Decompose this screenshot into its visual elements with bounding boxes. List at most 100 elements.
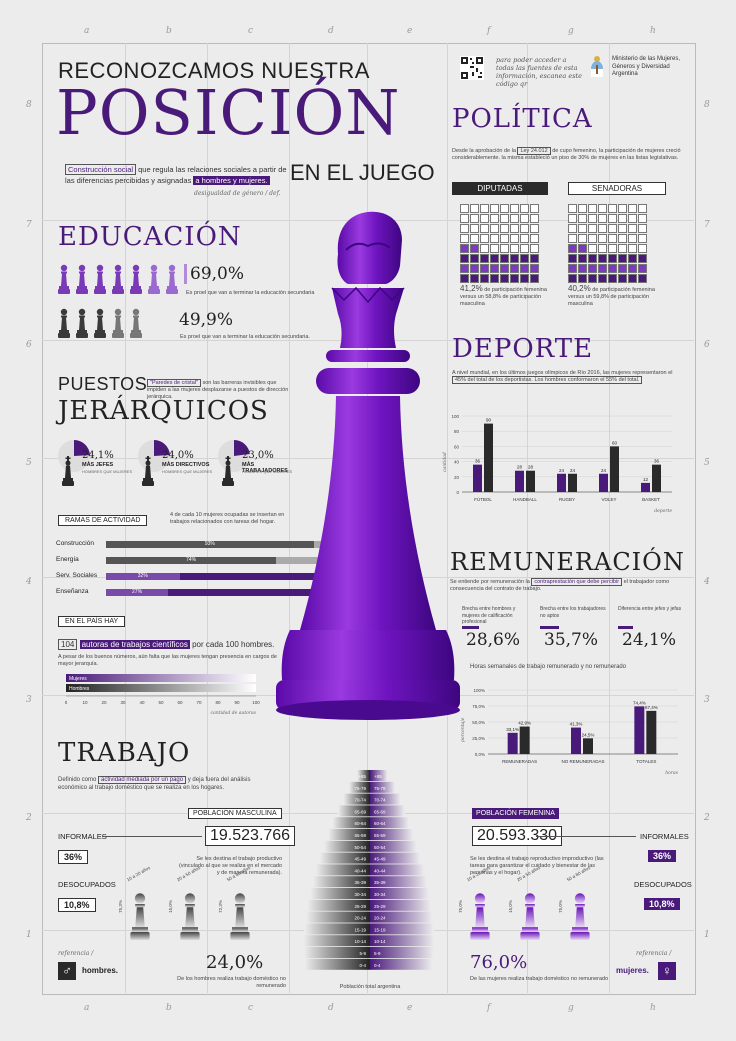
masc-desocupados-pct: 10,8%	[58, 898, 96, 912]
diputadas-label: DIPUTADAS	[452, 182, 548, 195]
grid-row-label: 5	[704, 458, 710, 468]
grid-line	[289, 43, 290, 993]
seat-cell	[490, 274, 499, 283]
pyramid-men-bar	[312, 876, 370, 888]
seat-cell	[638, 264, 647, 273]
seat-cell	[568, 244, 577, 253]
grid-column-label: d	[328, 26, 334, 36]
pais-text: 104 autoras de trabajos científicos por …	[58, 639, 274, 650]
grid-column-label: b	[166, 1003, 172, 1013]
seat-cell	[578, 254, 587, 263]
pais-tick: 90	[234, 700, 240, 705]
pais-bar-label: Mujeres	[69, 676, 87, 682]
diputadas-pct: 41,2%	[460, 284, 483, 293]
seat-cell	[578, 234, 587, 243]
fem-desc: Se les destina el trabajo reproductivo i…	[470, 856, 604, 876]
remuneracion-chart-title: Horas semanales de trabajo remunerado y …	[470, 664, 627, 670]
rem-bar-label: 42,9%	[518, 721, 531, 726]
pawn-woman-icon	[148, 264, 160, 299]
seat-cell	[480, 274, 489, 283]
seat-cell	[588, 274, 597, 283]
pawn-icon	[568, 892, 592, 945]
politica-text: Desde la aprobación de la Ley 24.012 de …	[452, 147, 682, 162]
grid-row-label: 1	[26, 930, 32, 940]
seat-cell	[568, 274, 577, 283]
definition-highlight: Construcción social	[65, 164, 137, 175]
ministry-country: Argentina	[612, 71, 638, 77]
pyramid-women-bar	[370, 876, 428, 888]
pyramid-age-label: 10-14	[354, 939, 366, 944]
coat-of-arms-icon	[590, 54, 604, 78]
rem-tick: 50,0%	[472, 720, 485, 725]
pawn-icon	[518, 892, 542, 945]
rem-stat-text: Brecha entre hombres y mujeres de califi…	[462, 606, 516, 625]
qr-code-icon[interactable]	[460, 56, 484, 80]
deporte-bar	[515, 470, 524, 492]
deporte-tick: 20	[454, 475, 460, 480]
puestos-pct: 24,1%	[82, 450, 114, 461]
pawn-pct-label: 75,0%	[557, 900, 563, 913]
pyramid-women-bar	[370, 923, 435, 935]
pais-tick: 20	[101, 700, 107, 705]
pawn-pct-label: 75,0%	[457, 900, 463, 913]
trabajo-text-2: y deja fuera del análisis económico al t…	[58, 777, 251, 791]
puestos-sub: HOMBRES QUE MUJERES	[82, 469, 133, 474]
seat-cell	[618, 204, 627, 213]
pyramid-age-label: 50-54	[354, 845, 366, 850]
rem-stat-text: Brecha entre los trabajadores no aptos	[540, 606, 606, 619]
rem-category-label: REMUNERADAS	[502, 759, 537, 764]
senadoras-label: SENADORAS	[568, 182, 666, 195]
seat-cell	[530, 244, 539, 253]
seat-cell	[578, 204, 587, 213]
trabajo-highlight: actividad mediada por un pago	[98, 776, 187, 784]
senadoras-pct: 40,2%	[568, 284, 591, 293]
pais-tick: 50	[158, 700, 164, 705]
chess-king-fist-icon	[276, 211, 460, 720]
pais-tick: 80	[215, 700, 221, 705]
pyramid-age-label: 70-74	[354, 798, 366, 803]
deporte-title: DEPORTE	[452, 334, 594, 364]
diputadas-text: 41,2% de participación femenina versus u…	[460, 285, 560, 308]
header-line1: RECONOZCAMOS NUESTRA	[58, 58, 370, 83]
deporte-bar	[599, 473, 608, 492]
seat-cell	[530, 214, 539, 223]
seat-cell	[510, 234, 519, 243]
seat-cell	[520, 264, 529, 273]
seat-cell	[568, 254, 577, 263]
pyramid-age-label: 10-14	[374, 939, 386, 944]
politica-title: POLÍTICA	[452, 104, 593, 134]
pyramid-men-bar	[319, 852, 370, 864]
deporte-bar-label: 12	[643, 477, 649, 482]
seat-cell	[470, 224, 479, 233]
grid-line	[207, 43, 208, 993]
education-men-text: Es proel que van a terminar la educación…	[180, 334, 310, 340]
puestos-text-1: son las barreras invisibles que impiden	[147, 380, 277, 393]
pais-tick: 10	[82, 700, 88, 705]
grid-column-label: h	[650, 1003, 656, 1013]
pyramid-age-label: +85	[358, 774, 366, 779]
seat-cell	[598, 244, 607, 253]
seat-cell	[510, 224, 519, 233]
rem-stat-bar	[540, 626, 559, 629]
grid-column-label: a	[84, 26, 90, 36]
female-symbol-icon: ♀	[658, 962, 676, 980]
pyramid-age-label: 30-34	[354, 892, 366, 897]
masc-informales-line	[102, 836, 202, 837]
seat-cell	[588, 224, 597, 233]
seat-cell	[578, 214, 587, 223]
ramas-women-bar: 93%	[106, 541, 314, 548]
puestos-quote: "Paredes de cristal"	[147, 379, 201, 387]
pyramid-age-label: 60-64	[354, 821, 366, 826]
puestos-sub: HOMBRES QUE MUJERES	[162, 469, 213, 474]
pyramid-age-label: 45-49	[354, 857, 366, 862]
pawn-man-icon	[130, 308, 142, 343]
seat-cell	[568, 224, 577, 233]
grid-row-label: 2	[704, 813, 710, 823]
deporte-bar-label: 24	[570, 468, 576, 473]
grid-column-label: b	[166, 26, 172, 36]
seat-cell	[568, 204, 577, 213]
education-women-pct: 69,0%	[184, 264, 247, 284]
pyramid-age-label: 75-79	[374, 786, 386, 791]
pais-sub: A pesar de los buenos números, aún falta…	[58, 654, 277, 667]
grid-column-label: a	[84, 1003, 90, 1013]
